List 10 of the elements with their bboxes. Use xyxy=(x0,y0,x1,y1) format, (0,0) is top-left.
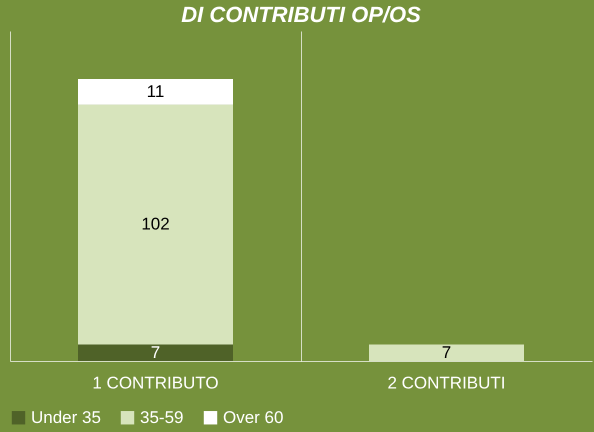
data-label: 7 xyxy=(150,342,160,362)
data-label: 11 xyxy=(146,82,164,101)
chart-title: DI CONTRIBUTI OP/OS xyxy=(181,2,422,27)
legend-label: Under 35 xyxy=(31,408,101,427)
legend-label: Over 60 xyxy=(223,408,284,427)
x-tick-label: 2 CONTRIBUTI xyxy=(387,374,506,392)
x-tick-label: 1 CONTRIBUTO xyxy=(92,374,219,392)
data-label: 7 xyxy=(442,342,452,362)
legend-label: 35-59 xyxy=(140,408,184,427)
data-label: 102 xyxy=(141,214,170,234)
